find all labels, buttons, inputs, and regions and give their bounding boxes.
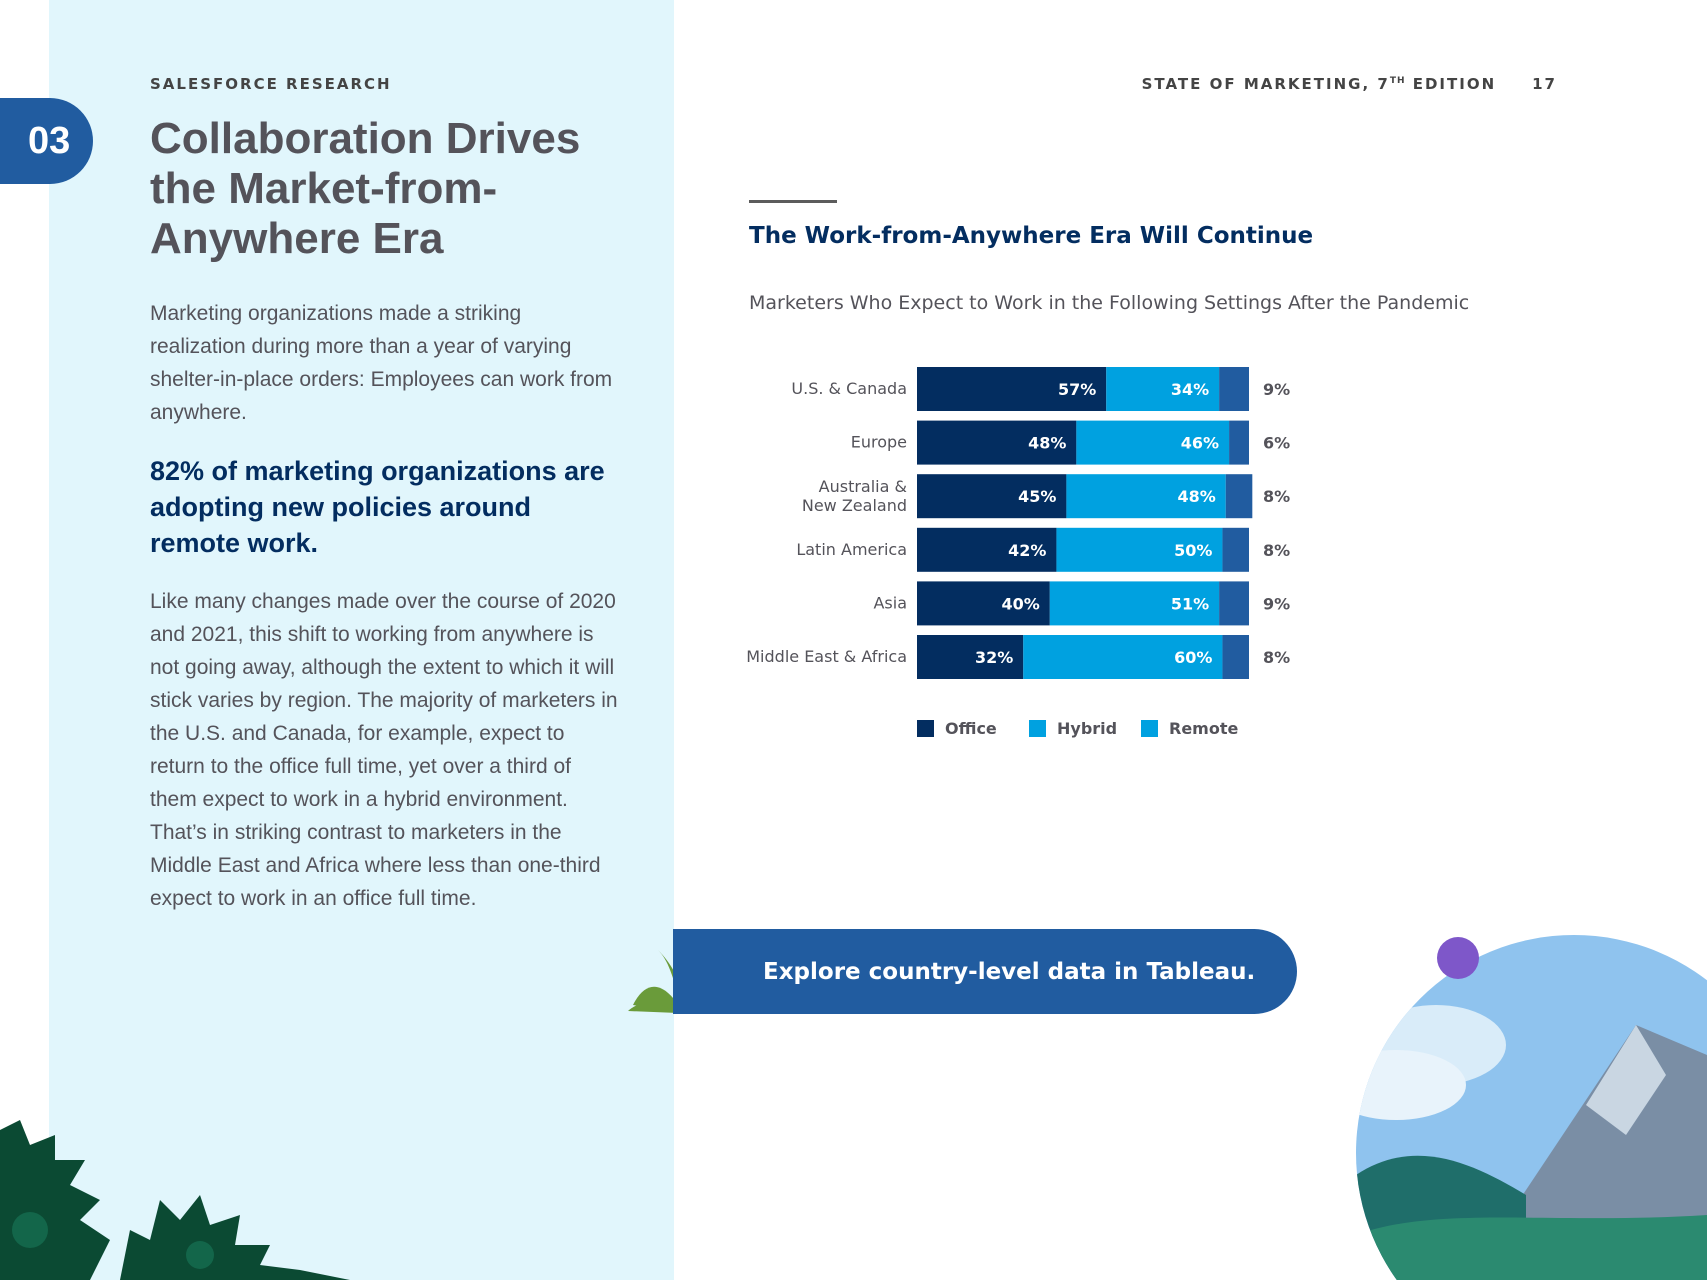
- data-label: 48%: [1177, 487, 1215, 506]
- bar-office: [917, 581, 1050, 626]
- data-label: 8%: [1263, 487, 1290, 506]
- section-number-badge: 03: [0, 98, 93, 184]
- data-label: 42%: [1008, 541, 1046, 560]
- data-label: 51%: [1171, 594, 1209, 613]
- bar-remote: [1219, 367, 1249, 411]
- stat-callout: 82% of marketing organizations are adopt…: [150, 456, 605, 558]
- bar-hybrid: [1076, 420, 1230, 465]
- bar-office: [917, 527, 1057, 572]
- bar-office: [917, 474, 1067, 519]
- legend-label-remote: Remote: [1169, 719, 1238, 738]
- data-label: 9%: [1263, 380, 1290, 399]
- bar-remote: [1222, 635, 1249, 679]
- bar-office: [917, 367, 1107, 411]
- bar-office: [917, 420, 1077, 465]
- chart-subtitle: Marketers Who Expect to Work in the Foll…: [749, 292, 1470, 314]
- category-label: U.S. & Canada: [791, 379, 907, 398]
- title-rule: [749, 200, 837, 203]
- category-label: Latin America: [796, 540, 907, 559]
- body-paragraph: Like many changes made over the course o…: [150, 590, 618, 910]
- legend-swatch-office: [917, 720, 934, 737]
- intro-paragraph: Marketing organizations made a striking …: [150, 302, 613, 424]
- legend-swatch-hybrid: [1029, 720, 1046, 737]
- report-title: STATE OF MARKETING, 7TH EDITION: [1141, 75, 1497, 93]
- left-panel: [49, 0, 674, 1280]
- data-label: 57%: [1058, 380, 1096, 399]
- legend-swatch-remote: [1141, 720, 1158, 737]
- bar-hybrid: [1106, 367, 1220, 411]
- legend-label-hybrid: Hybrid: [1057, 719, 1117, 738]
- data-label: 8%: [1263, 648, 1290, 667]
- data-label: 45%: [1018, 487, 1056, 506]
- bar-hybrid: [1066, 474, 1226, 519]
- data-label: 34%: [1171, 380, 1209, 399]
- category-label: Europe: [851, 433, 907, 452]
- category-label: Middle East & Africa: [746, 647, 907, 666]
- bar-hybrid: [1023, 635, 1223, 679]
- bar-office: [917, 635, 1024, 679]
- data-label: 40%: [1002, 594, 1040, 613]
- bar-remote: [1229, 420, 1249, 465]
- eyebrow-label: SALESFORCE RESEARCH: [150, 75, 392, 93]
- stacked-bar-chart: U.S. & Canada 57% 34% 9% Europe 48% 46% 6% Austr…: [746, 367, 1290, 738]
- mountain-scene-illustration: [1356, 935, 1707, 1280]
- foliage-illustration: [0, 1120, 350, 1280]
- data-label: 9%: [1263, 594, 1290, 613]
- data-label: 32%: [975, 648, 1013, 667]
- page-title: Collaboration Drives the Market-from-Any…: [150, 114, 581, 263]
- tableau-cta-button[interactable]: Explore country-level data in Tableau.: [673, 929, 1297, 1014]
- legend-label-office: Office: [945, 719, 997, 738]
- data-label: 48%: [1028, 434, 1066, 453]
- data-label: 60%: [1174, 648, 1212, 667]
- bar-remote: [1225, 474, 1253, 519]
- data-label: 46%: [1181, 434, 1219, 453]
- bar-remote: [1222, 527, 1249, 572]
- bar-hybrid: [1049, 581, 1220, 626]
- data-label: 6%: [1263, 434, 1290, 453]
- data-label: 50%: [1174, 541, 1212, 560]
- category-label: Asia: [873, 593, 907, 612]
- running-header: STATE OF MARKETING, 7TH EDITION 17: [1142, 75, 1557, 93]
- page-number: 17: [1532, 75, 1557, 93]
- category-label: Australia & New Zealand: [802, 477, 907, 515]
- bar-hybrid: [1056, 527, 1223, 572]
- data-label: 8%: [1263, 541, 1290, 560]
- bar-remote: [1219, 581, 1249, 626]
- decorative-dot: [1437, 937, 1479, 979]
- chart-title: The Work-from-Anywhere Era Will Continue: [749, 223, 1314, 249]
